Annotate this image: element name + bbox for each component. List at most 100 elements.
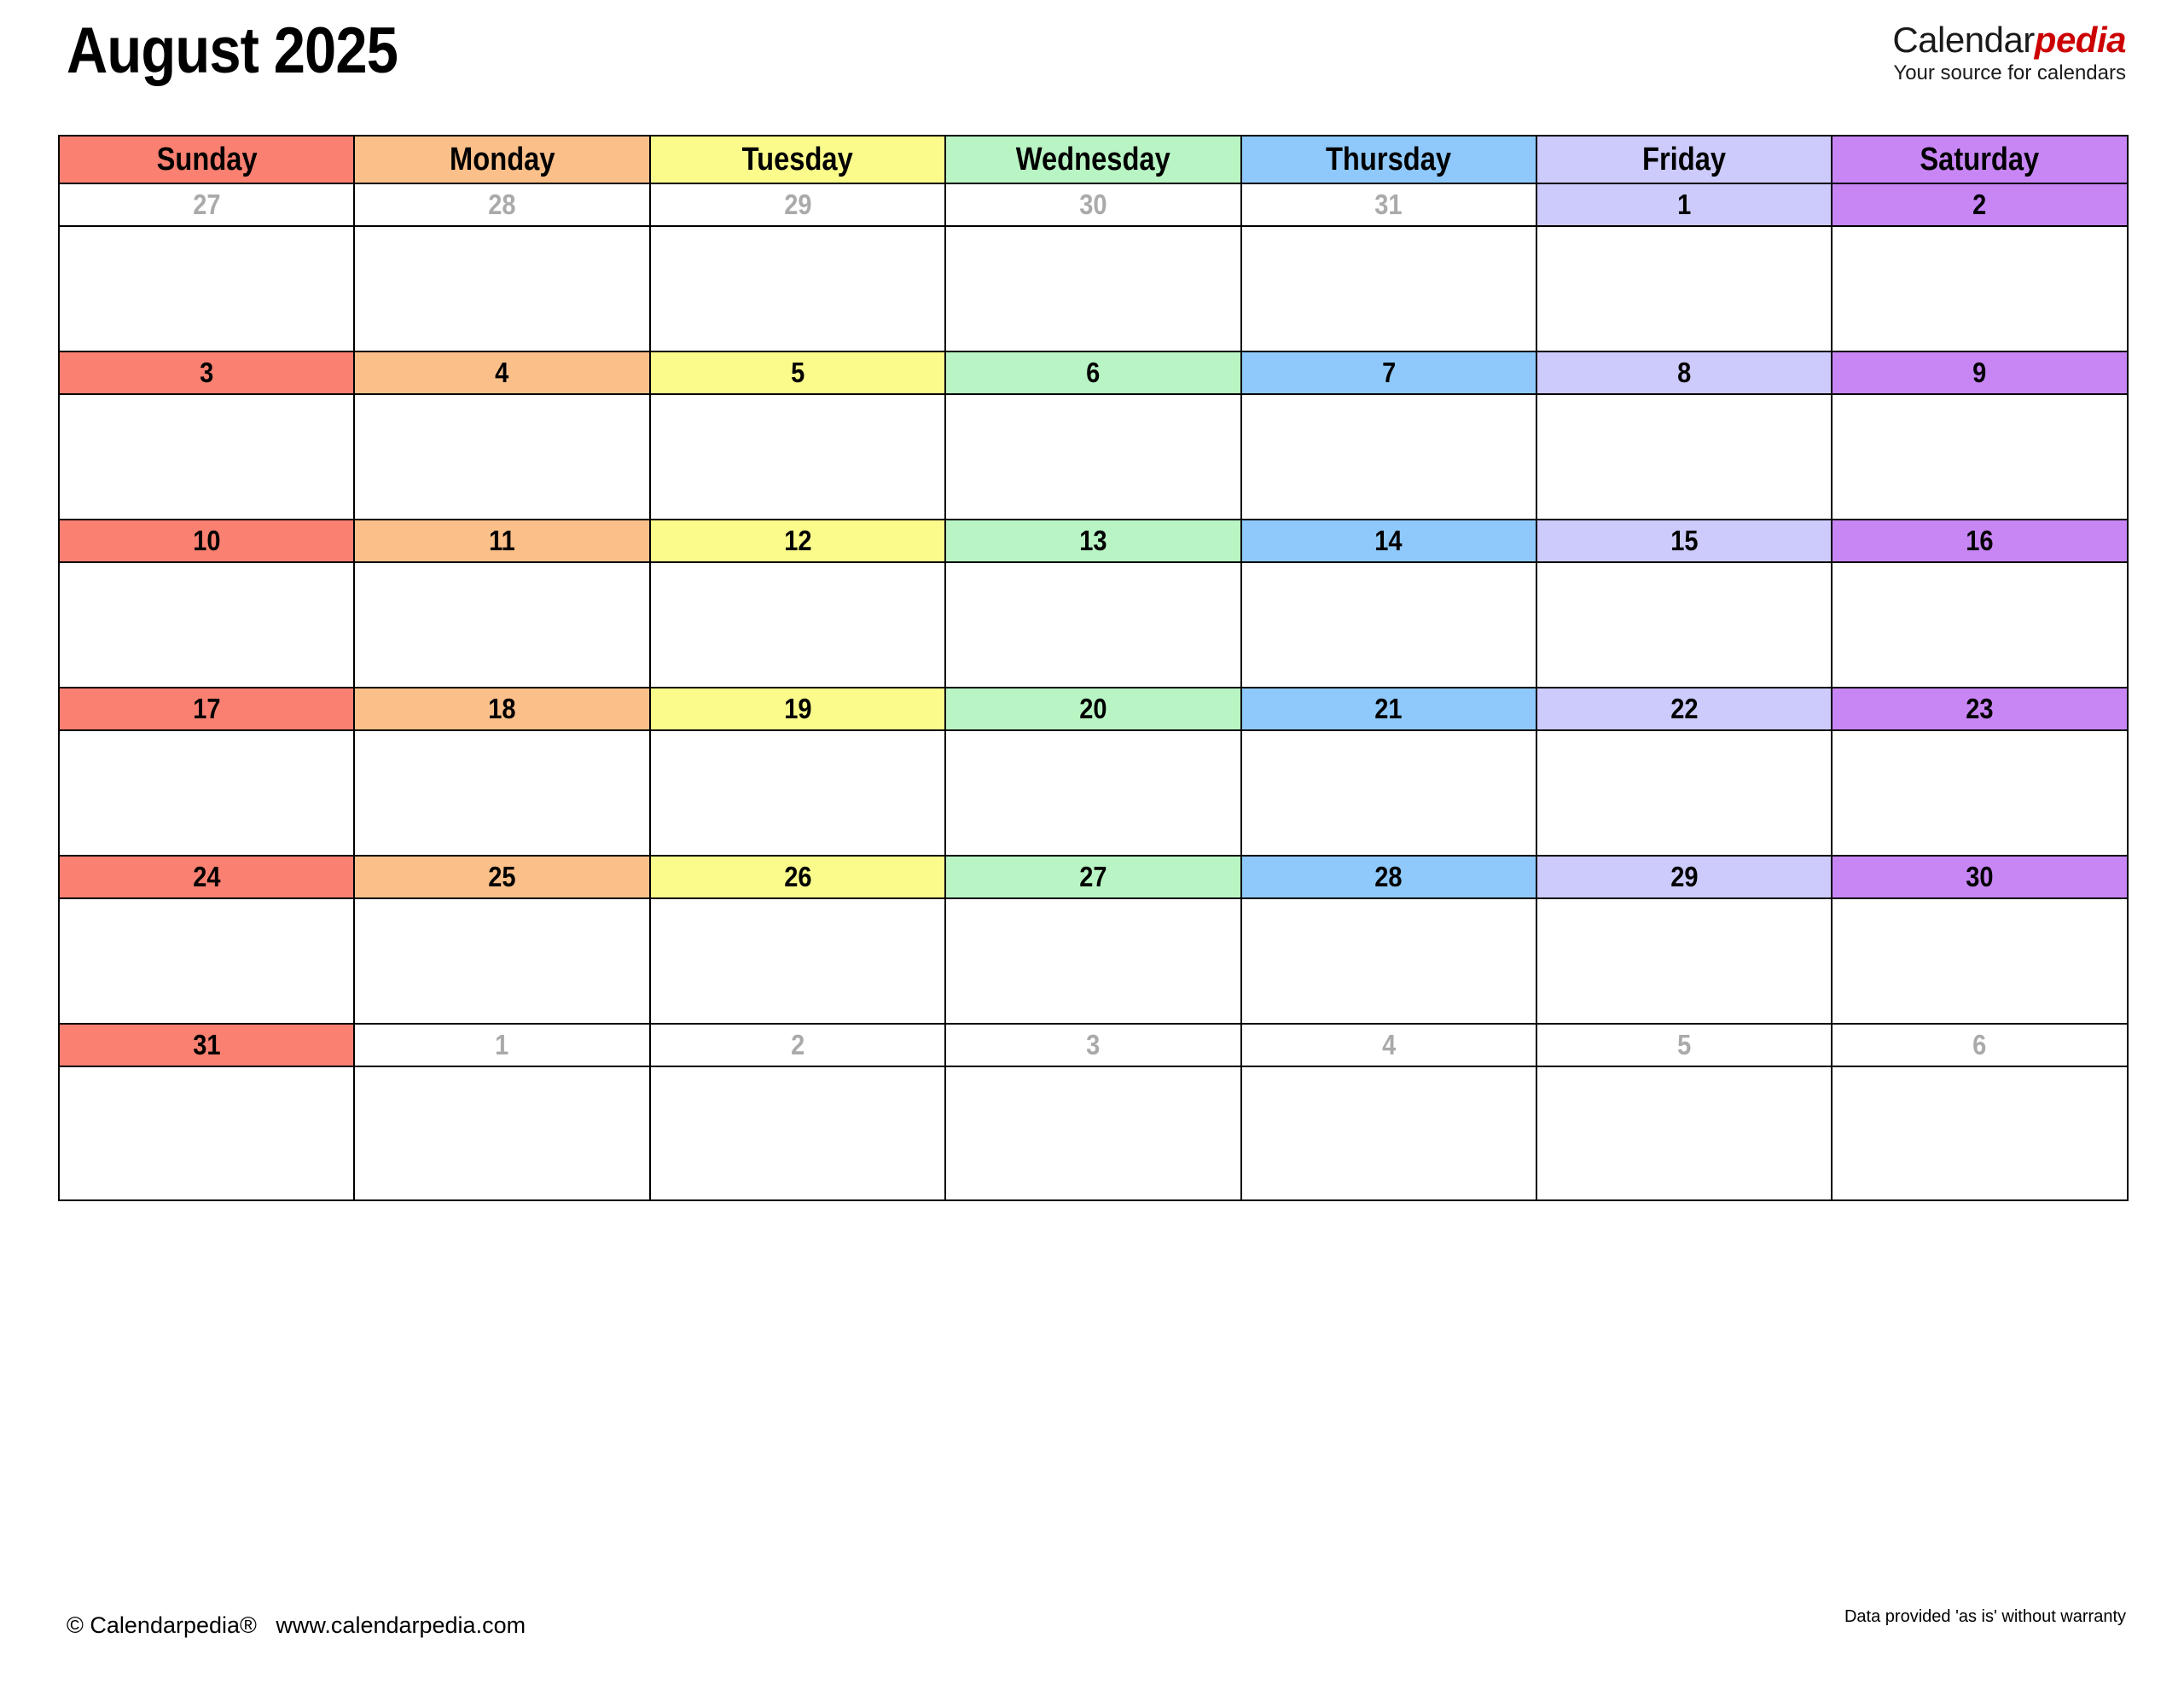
day-number: 28 [1374,861,1403,892]
day-number-cell[interactable]: 9 [1831,351,2129,395]
day-notes-cell[interactable] [648,393,947,520]
day-number-cell[interactable]: 31 [1240,183,1537,227]
weekday-header-wednesday: Wednesday [944,135,1242,184]
day-notes-cell[interactable] [944,897,1242,1025]
day-notes-cell[interactable] [353,225,651,352]
day-number-cell[interactable]: 5 [648,351,947,395]
day-number-cell[interactable]: 29 [1535,855,1833,899]
day-notes-cell[interactable] [1535,225,1833,352]
day-number-cell[interactable]: 6 [1831,1023,2129,1067]
day-notes-cell[interactable] [648,561,947,688]
brand-wordmark-first: Calendar [1892,20,2035,60]
day-notes-cell[interactable] [1535,897,1833,1025]
day-number-cell[interactable]: 23 [1831,687,2129,731]
day-number-cell[interactable]: 4 [353,351,651,395]
day-notes-cell[interactable] [57,393,356,520]
day-number-cell[interactable]: 28 [1240,855,1537,899]
day-number-cell[interactable]: 1 [353,1023,651,1067]
day-notes-cell[interactable] [648,1066,947,1201]
day-number-cell[interactable]: 12 [648,519,947,563]
day-notes-cell[interactable] [1240,729,1537,857]
day-notes-cell[interactable] [648,729,947,857]
day-number: 30 [1079,189,1107,220]
day-number-cell[interactable]: 3 [57,351,356,395]
day-number-cell[interactable]: 20 [944,687,1242,731]
disclaimer-notice: Data provided 'as is' without warranty [1844,1607,2126,1626]
day-notes-cell[interactable] [944,561,1242,688]
day-notes-cell[interactable] [944,729,1242,857]
day-number-cell[interactable]: 14 [1240,519,1537,563]
day-notes-cell[interactable] [1535,561,1833,688]
day-notes-cell[interactable] [1831,225,2129,352]
day-number-cell[interactable]: 5 [1535,1023,1833,1067]
day-number-cell[interactable]: 28 [353,183,651,227]
day-number-cell[interactable]: 2 [648,1023,947,1067]
day-number-cell[interactable]: 2 [1831,183,2129,227]
day-number: 8 [1677,357,1692,388]
day-notes-cell[interactable] [57,1066,356,1201]
week-notes-row [57,729,2129,857]
day-notes-cell[interactable] [353,393,651,520]
copyright-notice: © Calendarpedia® www.calendarpedia.com [67,1612,526,1638]
day-number-cell[interactable]: 6 [944,351,1242,395]
day-notes-cell[interactable] [944,1066,1242,1201]
day-number-cell[interactable]: 1 [1535,183,1833,227]
day-notes-cell[interactable] [1240,1066,1537,1201]
day-number: 3 [1086,1029,1101,1060]
day-number-cell[interactable]: 8 [1535,351,1833,395]
day-number: 5 [1677,1029,1692,1060]
day-notes-cell[interactable] [1831,393,2129,520]
day-number-cell[interactable]: 17 [57,687,356,731]
day-number-cell[interactable]: 25 [353,855,651,899]
weekday-header-label: Saturday [1920,142,2040,177]
day-number-cell[interactable]: 22 [1535,687,1833,731]
day-notes-cell[interactable] [1240,225,1537,352]
day-notes-cell[interactable] [353,561,651,688]
day-notes-cell[interactable] [1240,393,1537,520]
day-number-cell[interactable]: 11 [353,519,651,563]
day-notes-cell[interactable] [1831,561,2129,688]
day-number-cell[interactable]: 31 [57,1023,356,1067]
day-notes-cell[interactable] [57,225,356,352]
day-notes-cell[interactable] [1831,897,2129,1025]
day-number-cell[interactable]: 10 [57,519,356,563]
day-number-cell[interactable]: 21 [1240,687,1537,731]
day-notes-cell[interactable] [57,897,356,1025]
day-number-cell[interactable]: 24 [57,855,356,899]
day-notes-cell[interactable] [1240,897,1537,1025]
day-number-cell[interactable]: 15 [1535,519,1833,563]
day-number-cell[interactable]: 30 [1831,855,2129,899]
day-number: 21 [1374,693,1403,724]
day-number-cell[interactable]: 16 [1831,519,2129,563]
day-number: 25 [488,861,516,892]
day-number-cell[interactable]: 13 [944,519,1242,563]
day-number-cell[interactable]: 27 [944,855,1242,899]
day-notes-cell[interactable] [1535,1066,1833,1201]
day-notes-cell[interactable] [944,225,1242,352]
day-notes-cell[interactable] [1831,729,2129,857]
day-notes-cell[interactable] [1831,1066,2129,1201]
day-number-cell[interactable]: 26 [648,855,947,899]
day-notes-cell[interactable] [353,897,651,1025]
day-number-cell[interactable]: 27 [57,183,356,227]
day-number-cell[interactable]: 19 [648,687,947,731]
day-number-cell[interactable]: 18 [353,687,651,731]
day-notes-cell[interactable] [648,225,947,352]
day-notes-cell[interactable] [1240,561,1537,688]
day-notes-cell[interactable] [1535,393,1833,520]
day-notes-cell[interactable] [57,561,356,688]
day-number: 10 [193,525,221,556]
day-notes-cell[interactable] [353,1066,651,1201]
week-date-row: 17 18 19 20 21 22 23 [57,687,2129,731]
day-notes-cell[interactable] [944,393,1242,520]
day-number-cell[interactable]: 3 [944,1023,1242,1067]
day-number-cell[interactable]: 7 [1240,351,1537,395]
day-number-cell[interactable]: 29 [648,183,947,227]
day-notes-cell[interactable] [57,729,356,857]
day-notes-cell[interactable] [353,729,651,857]
day-notes-cell[interactable] [1535,729,1833,857]
day-notes-cell[interactable] [648,897,947,1025]
day-number-cell[interactable]: 4 [1240,1023,1537,1067]
day-number-cell[interactable]: 30 [944,183,1242,227]
day-number: 17 [193,693,221,724]
